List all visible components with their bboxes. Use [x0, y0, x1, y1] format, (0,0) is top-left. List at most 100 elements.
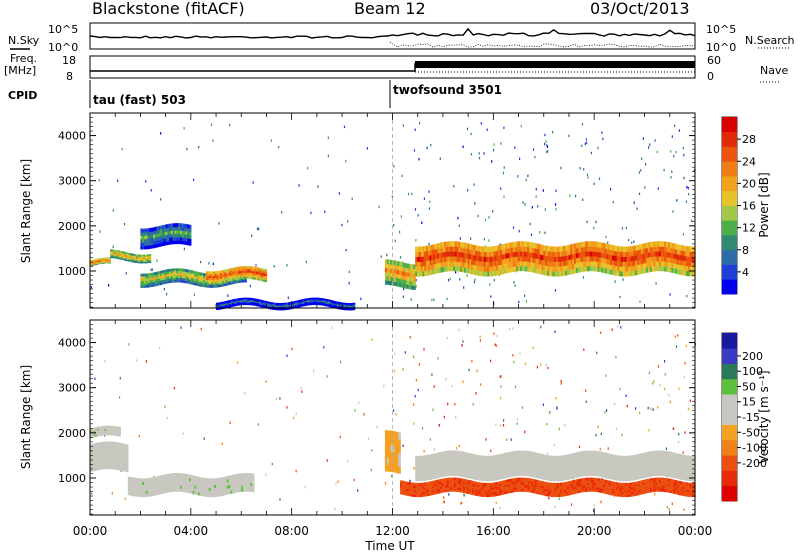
echo-cell — [199, 279, 203, 283]
echo-cell — [639, 259, 642, 265]
echo-cell — [145, 260, 148, 262]
noise-cell — [583, 168, 585, 171]
echo-cell — [552, 261, 555, 267]
echo-cell — [386, 443, 390, 452]
echo-cell — [142, 484, 145, 489]
echo-cell — [554, 460, 557, 465]
echo-cell — [252, 268, 255, 272]
echo-cell — [547, 260, 550, 267]
echo-cell — [187, 480, 190, 484]
echo-cell — [624, 476, 628, 482]
echo-cell — [556, 266, 559, 272]
noise-cell — [683, 375, 685, 379]
echo-cell — [462, 451, 465, 457]
echo-cell — [624, 464, 628, 469]
echo-cell — [255, 271, 259, 274]
echo-cell — [97, 465, 100, 471]
echo-cell — [427, 458, 431, 464]
echo-cell — [163, 278, 167, 282]
echo-cell — [255, 267, 259, 270]
echo-cell — [109, 431, 113, 434]
echo-cell — [545, 471, 548, 477]
echo-cell — [478, 255, 481, 262]
echo-cell — [427, 486, 430, 490]
echo-cell — [124, 254, 128, 257]
echo-cell — [592, 450, 595, 456]
echo-cell — [237, 479, 241, 484]
echo-cell — [257, 269, 261, 273]
echo-cell — [145, 256, 148, 258]
echo-cell — [112, 256, 115, 259]
noise-cell — [339, 435, 341, 439]
echo-cell — [675, 253, 678, 260]
echo-cell — [671, 257, 674, 264]
echo-cell — [273, 302, 277, 305]
echo-cell — [492, 270, 496, 277]
echo-cell — [145, 493, 149, 497]
echo-cell — [518, 241, 521, 247]
echo-cell — [384, 437, 388, 445]
echo-cell — [678, 462, 682, 468]
echo-cell — [514, 266, 517, 272]
echo-cell — [331, 302, 334, 305]
echo-cell — [400, 482, 403, 486]
echo-cell — [221, 486, 224, 490]
echo-cell — [664, 471, 667, 477]
echo-cell — [226, 485, 230, 489]
echo-cell — [188, 281, 192, 285]
echo-cell — [216, 275, 220, 278]
echo-cell — [631, 455, 635, 460]
noise-cell — [404, 351, 406, 354]
echo-cell — [606, 248, 609, 255]
echo-cell — [225, 491, 228, 496]
echo-cell — [246, 276, 250, 279]
noise-cell — [502, 424, 505, 427]
echo-cell — [407, 491, 410, 494]
echo-cell — [554, 251, 557, 257]
echo-cell — [528, 261, 532, 267]
echo-cell — [414, 482, 417, 486]
echo-cell — [127, 476, 131, 481]
echo-cell — [416, 487, 419, 491]
echo-cell — [631, 245, 635, 252]
echo-cell — [237, 301, 241, 304]
echo-cell — [102, 450, 106, 456]
echo-cell — [289, 301, 293, 304]
echo-cell — [136, 493, 140, 497]
noise-cell — [585, 138, 587, 141]
echo-cell — [601, 257, 604, 263]
echo-cell — [492, 246, 496, 252]
echo-cell — [243, 298, 246, 301]
noise-cell — [560, 166, 562, 170]
echo-cell — [90, 429, 93, 432]
echo-cell — [142, 285, 145, 288]
echo-cell — [669, 464, 673, 469]
echo-cell — [234, 298, 237, 301]
echo-cell — [230, 300, 233, 303]
noise-cell — [668, 393, 670, 397]
echo-cell — [422, 251, 425, 257]
echo-cell — [568, 454, 572, 459]
echo-cell — [90, 262, 93, 265]
echo-cell — [142, 245, 145, 250]
echo-cell — [128, 259, 131, 262]
echo-cell — [244, 485, 248, 489]
echo-cell — [621, 472, 624, 478]
echo-cell — [345, 305, 349, 307]
noise-cell — [615, 427, 618, 431]
echo-cell — [149, 279, 152, 283]
noise-cell — [354, 409, 356, 412]
echo-cell — [505, 248, 508, 254]
echo-cell — [167, 488, 170, 493]
noise-cell — [287, 296, 289, 300]
echo-cell — [610, 458, 613, 463]
echo-cell — [244, 299, 248, 302]
echo-cell — [449, 462, 452, 468]
echo-cell — [243, 270, 246, 273]
echo-cell — [525, 454, 528, 460]
echo-cell — [171, 240, 174, 245]
echo-cell — [590, 251, 593, 257]
echo-cell — [646, 252, 649, 258]
echo-cell — [673, 456, 676, 462]
echo-cell — [329, 302, 332, 304]
